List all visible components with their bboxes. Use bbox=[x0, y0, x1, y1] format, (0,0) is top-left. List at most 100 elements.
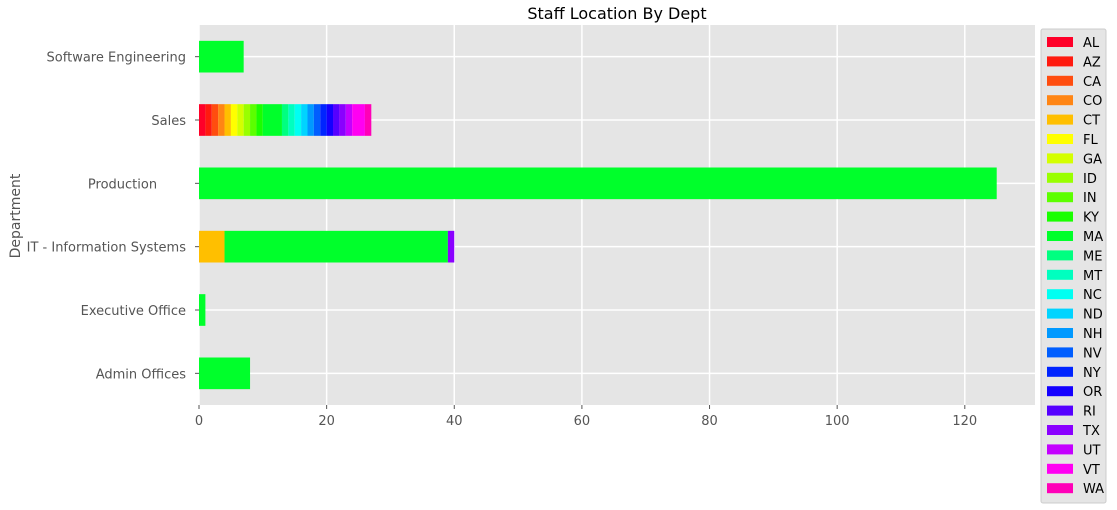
legend-label: OR bbox=[1083, 385, 1102, 400]
legend-swatch bbox=[1047, 269, 1073, 280]
bar-segment bbox=[199, 40, 244, 73]
legend-label: FL bbox=[1083, 133, 1098, 148]
y-tick-label: Sales bbox=[151, 114, 186, 129]
legend-label: MA bbox=[1083, 230, 1103, 245]
bar-segment bbox=[205, 104, 212, 136]
chart-title: Staff Location By Dept bbox=[527, 4, 706, 23]
bar-segment bbox=[199, 104, 206, 136]
legend-swatch bbox=[1047, 463, 1073, 474]
legend-label: VT bbox=[1083, 463, 1100, 478]
x-tick-label: 60 bbox=[574, 414, 591, 429]
legend-swatch bbox=[1047, 37, 1073, 47]
bar-segment bbox=[345, 104, 353, 136]
legend-swatch bbox=[1047, 308, 1073, 319]
legend-label: WA bbox=[1083, 482, 1104, 497]
bar-segment bbox=[333, 104, 340, 136]
bar-segment bbox=[313, 104, 321, 136]
legend-label: MT bbox=[1083, 269, 1102, 284]
legend-label: UT bbox=[1083, 443, 1101, 458]
y-axis-label: Department bbox=[8, 173, 24, 258]
legend-swatch bbox=[1047, 95, 1073, 106]
legend-swatch bbox=[1047, 231, 1073, 241]
legend-swatch bbox=[1047, 366, 1073, 377]
legend-swatch bbox=[1047, 250, 1073, 261]
y-tick-label: IT - Information Systems bbox=[27, 241, 187, 256]
bar-segment bbox=[447, 230, 455, 263]
bar-segment bbox=[326, 104, 334, 136]
bar-segment bbox=[307, 104, 314, 136]
legend-label: NY bbox=[1083, 366, 1101, 381]
y-tick-label: Executive Office bbox=[81, 304, 186, 319]
legend-label: ND bbox=[1083, 308, 1103, 323]
bars bbox=[199, 40, 997, 390]
bar-segment bbox=[288, 104, 295, 136]
y-tick-labels: Admin Offices Executive Office IT - Inform… bbox=[27, 51, 199, 382]
legend-label: CA bbox=[1083, 75, 1101, 90]
bar-segment bbox=[320, 104, 327, 136]
bar-segment bbox=[224, 230, 448, 263]
x-tick-label: 40 bbox=[446, 414, 463, 429]
bar-segment bbox=[250, 104, 257, 136]
x-tick-labels: 0 20 40 60 80 100 120 bbox=[195, 405, 977, 429]
legend-swatch bbox=[1047, 425, 1073, 435]
legend-label: KY bbox=[1083, 211, 1099, 226]
bar-segment bbox=[256, 104, 263, 136]
y-tick-label: Admin Offices bbox=[96, 367, 187, 382]
legend-label: CT bbox=[1083, 114, 1100, 129]
bar-segment bbox=[199, 167, 997, 200]
legend-swatch bbox=[1047, 405, 1073, 416]
bar-segment bbox=[364, 104, 372, 136]
x-tick-label: 20 bbox=[318, 414, 335, 429]
legend-label: ME bbox=[1083, 249, 1102, 264]
legend-label: ID bbox=[1083, 172, 1097, 187]
legend-label: NH bbox=[1083, 327, 1103, 342]
legend-swatch bbox=[1047, 347, 1073, 358]
bar-segment bbox=[243, 104, 251, 136]
bar-segment bbox=[294, 104, 302, 136]
plot-area bbox=[199, 25, 1035, 405]
y-tick-label: Software Engineering bbox=[47, 51, 186, 66]
legend-swatch bbox=[1047, 289, 1073, 300]
bar-segment bbox=[281, 104, 289, 136]
legend-label: NV bbox=[1083, 346, 1102, 361]
legend-label: RI bbox=[1083, 405, 1096, 420]
bar-segment bbox=[339, 104, 346, 136]
x-tick-label: 0 bbox=[195, 414, 203, 429]
legend: AL AZ CA CO CT FL GA ID IN KY MA ME MT NC ND NH NV NY OR RI… bbox=[1040, 28, 1107, 504]
legend-label: AZ bbox=[1083, 55, 1101, 70]
x-tick-label: 100 bbox=[825, 414, 850, 429]
legend-swatch bbox=[1047, 386, 1073, 397]
bar-segment bbox=[230, 104, 238, 136]
legend-frame bbox=[1040, 28, 1107, 504]
legend-label: CO bbox=[1083, 94, 1102, 109]
legend-swatch bbox=[1047, 114, 1073, 125]
bar-segment bbox=[237, 104, 244, 136]
legend-swatch bbox=[1047, 211, 1073, 222]
x-tick-label: 80 bbox=[701, 414, 718, 429]
bar-segment bbox=[211, 104, 219, 136]
legend-swatch bbox=[1047, 153, 1073, 164]
legend-swatch bbox=[1047, 56, 1073, 67]
bar-segment bbox=[218, 104, 225, 136]
bar-segment bbox=[199, 294, 206, 326]
bar-segment bbox=[301, 104, 308, 136]
legend-swatch bbox=[1047, 134, 1073, 144]
legend-swatch bbox=[1047, 483, 1073, 494]
legend-swatch bbox=[1047, 75, 1073, 86]
legend-swatch bbox=[1047, 444, 1073, 455]
x-tick-label: 120 bbox=[952, 414, 977, 429]
bar-segment bbox=[352, 104, 365, 136]
bar-segment bbox=[262, 104, 282, 136]
bar-segment bbox=[199, 230, 225, 263]
legend-label: AL bbox=[1083, 36, 1100, 51]
legend-swatch bbox=[1047, 192, 1073, 203]
legend-swatch bbox=[1047, 328, 1073, 338]
y-tick-label: Production bbox=[88, 177, 186, 192]
legend-label: TX bbox=[1082, 424, 1100, 439]
bar-segment bbox=[199, 357, 251, 390]
legend-label: NC bbox=[1083, 288, 1102, 303]
legend-label: GA bbox=[1083, 152, 1102, 167]
legend-label: IN bbox=[1083, 191, 1097, 206]
bar-segment bbox=[224, 104, 231, 136]
